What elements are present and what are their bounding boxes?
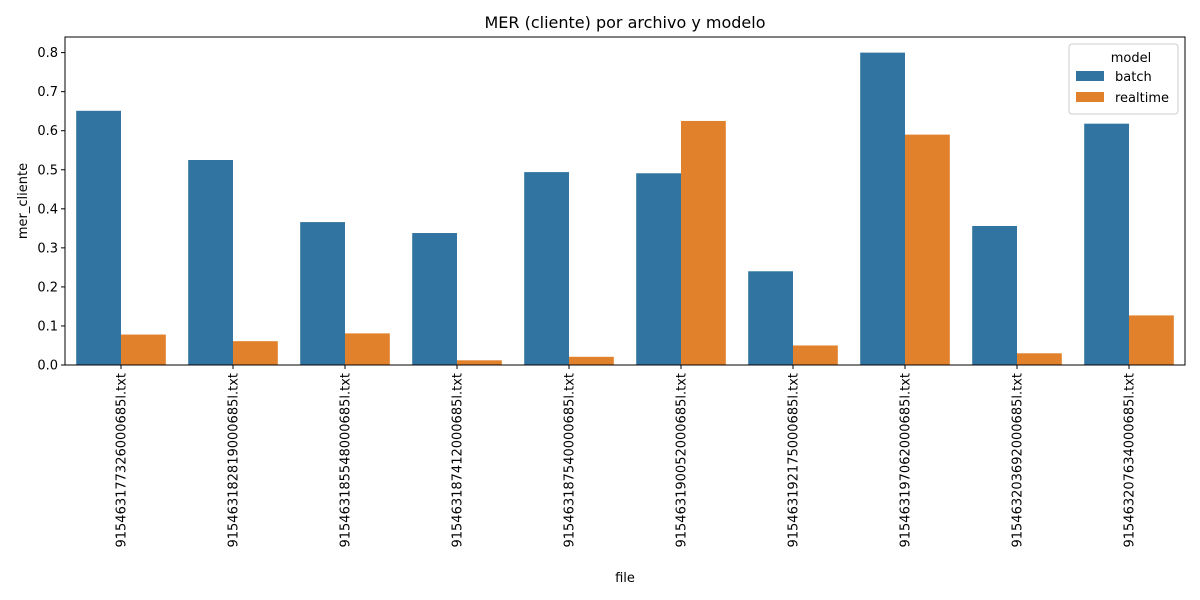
bar-realtime-8 [1017,353,1062,365]
x-tick-label: 915463187540000685l.txt [563,373,578,548]
y-axis-label: mer_cliente [16,163,31,239]
legend-swatch-batch [1076,71,1104,81]
bar-batch-6 [748,271,793,365]
y-tick-label: 0.1 [37,319,58,334]
y-tick-label: 0.6 [37,124,58,139]
bar-batch-4 [524,172,569,365]
bar-batch-7 [860,52,905,365]
legend-title: model [1111,51,1151,66]
x-axis-label: file [615,571,635,586]
x-axis-ticks: 915463177326000685l.txt 91546318281900068… [115,365,1138,548]
y-tick-label: 0.8 [37,46,58,61]
legend: model batch realtime [1068,43,1179,115]
legend-items: batch realtime [1076,70,1169,106]
x-tick-label: 915463185548000685l.txt [339,373,354,548]
y-tick-label: 0.5 [37,163,58,178]
bars-group [76,52,1174,365]
bar-batch-5 [636,173,681,365]
bar-batch-2 [300,222,345,365]
legend-swatch-realtime [1076,92,1104,102]
bar-batch-9 [1084,123,1129,365]
y-tick-label: 0.3 [37,241,58,256]
plot-area: 0.0 0.1 0.2 0.3 0.4 0.5 0.6 0.7 0.8 915463177326… [37,36,1186,548]
bar-realtime-9 [1129,315,1174,365]
bar-realtime-3 [457,360,502,365]
bar-batch-3 [412,233,457,365]
bar-realtime-0 [121,334,166,365]
chart-title: MER (cliente) por archivo y modelo [484,13,765,32]
x-tick-label: 915463187412000685l.txt [451,373,466,548]
bar-realtime-6 [793,345,838,365]
bar-batch-1 [188,160,233,365]
y-tick-label: 0.2 [37,280,58,295]
bar-realtime-7 [905,134,950,365]
x-tick-label: 915463177326000685l.txt [115,373,130,548]
bar-realtime-4 [569,356,614,365]
y-tick-label: 0.4 [37,202,58,217]
legend-label-realtime: realtime [1115,91,1169,106]
bar-realtime-5 [681,120,726,365]
x-tick-label: 915463197062000685l.txt [899,373,914,548]
bar-realtime-2 [345,333,390,365]
y-tick-label: 0.0 [37,359,58,374]
x-tick-label: 915463182819000685l.txt [227,373,242,548]
bar-batch-0 [76,110,121,365]
bar-batch-8 [972,225,1017,365]
y-tick-label: 0.7 [37,85,58,100]
x-tick-label: 915463190052000685l.txt [675,373,690,548]
bar-realtime-1 [233,341,278,365]
plot-frame [64,36,1186,366]
y-axis-ticks: 0.0 0.1 0.2 0.3 0.4 0.5 0.6 0.7 0.8 [37,46,65,374]
x-tick-label: 915463192175000685l.txt [787,373,802,548]
x-tick-label: 915463207634000685l.txt [1123,373,1138,548]
x-tick-label: 915463203692000685l.txt [1011,373,1026,548]
legend-label-batch: batch [1115,70,1152,85]
